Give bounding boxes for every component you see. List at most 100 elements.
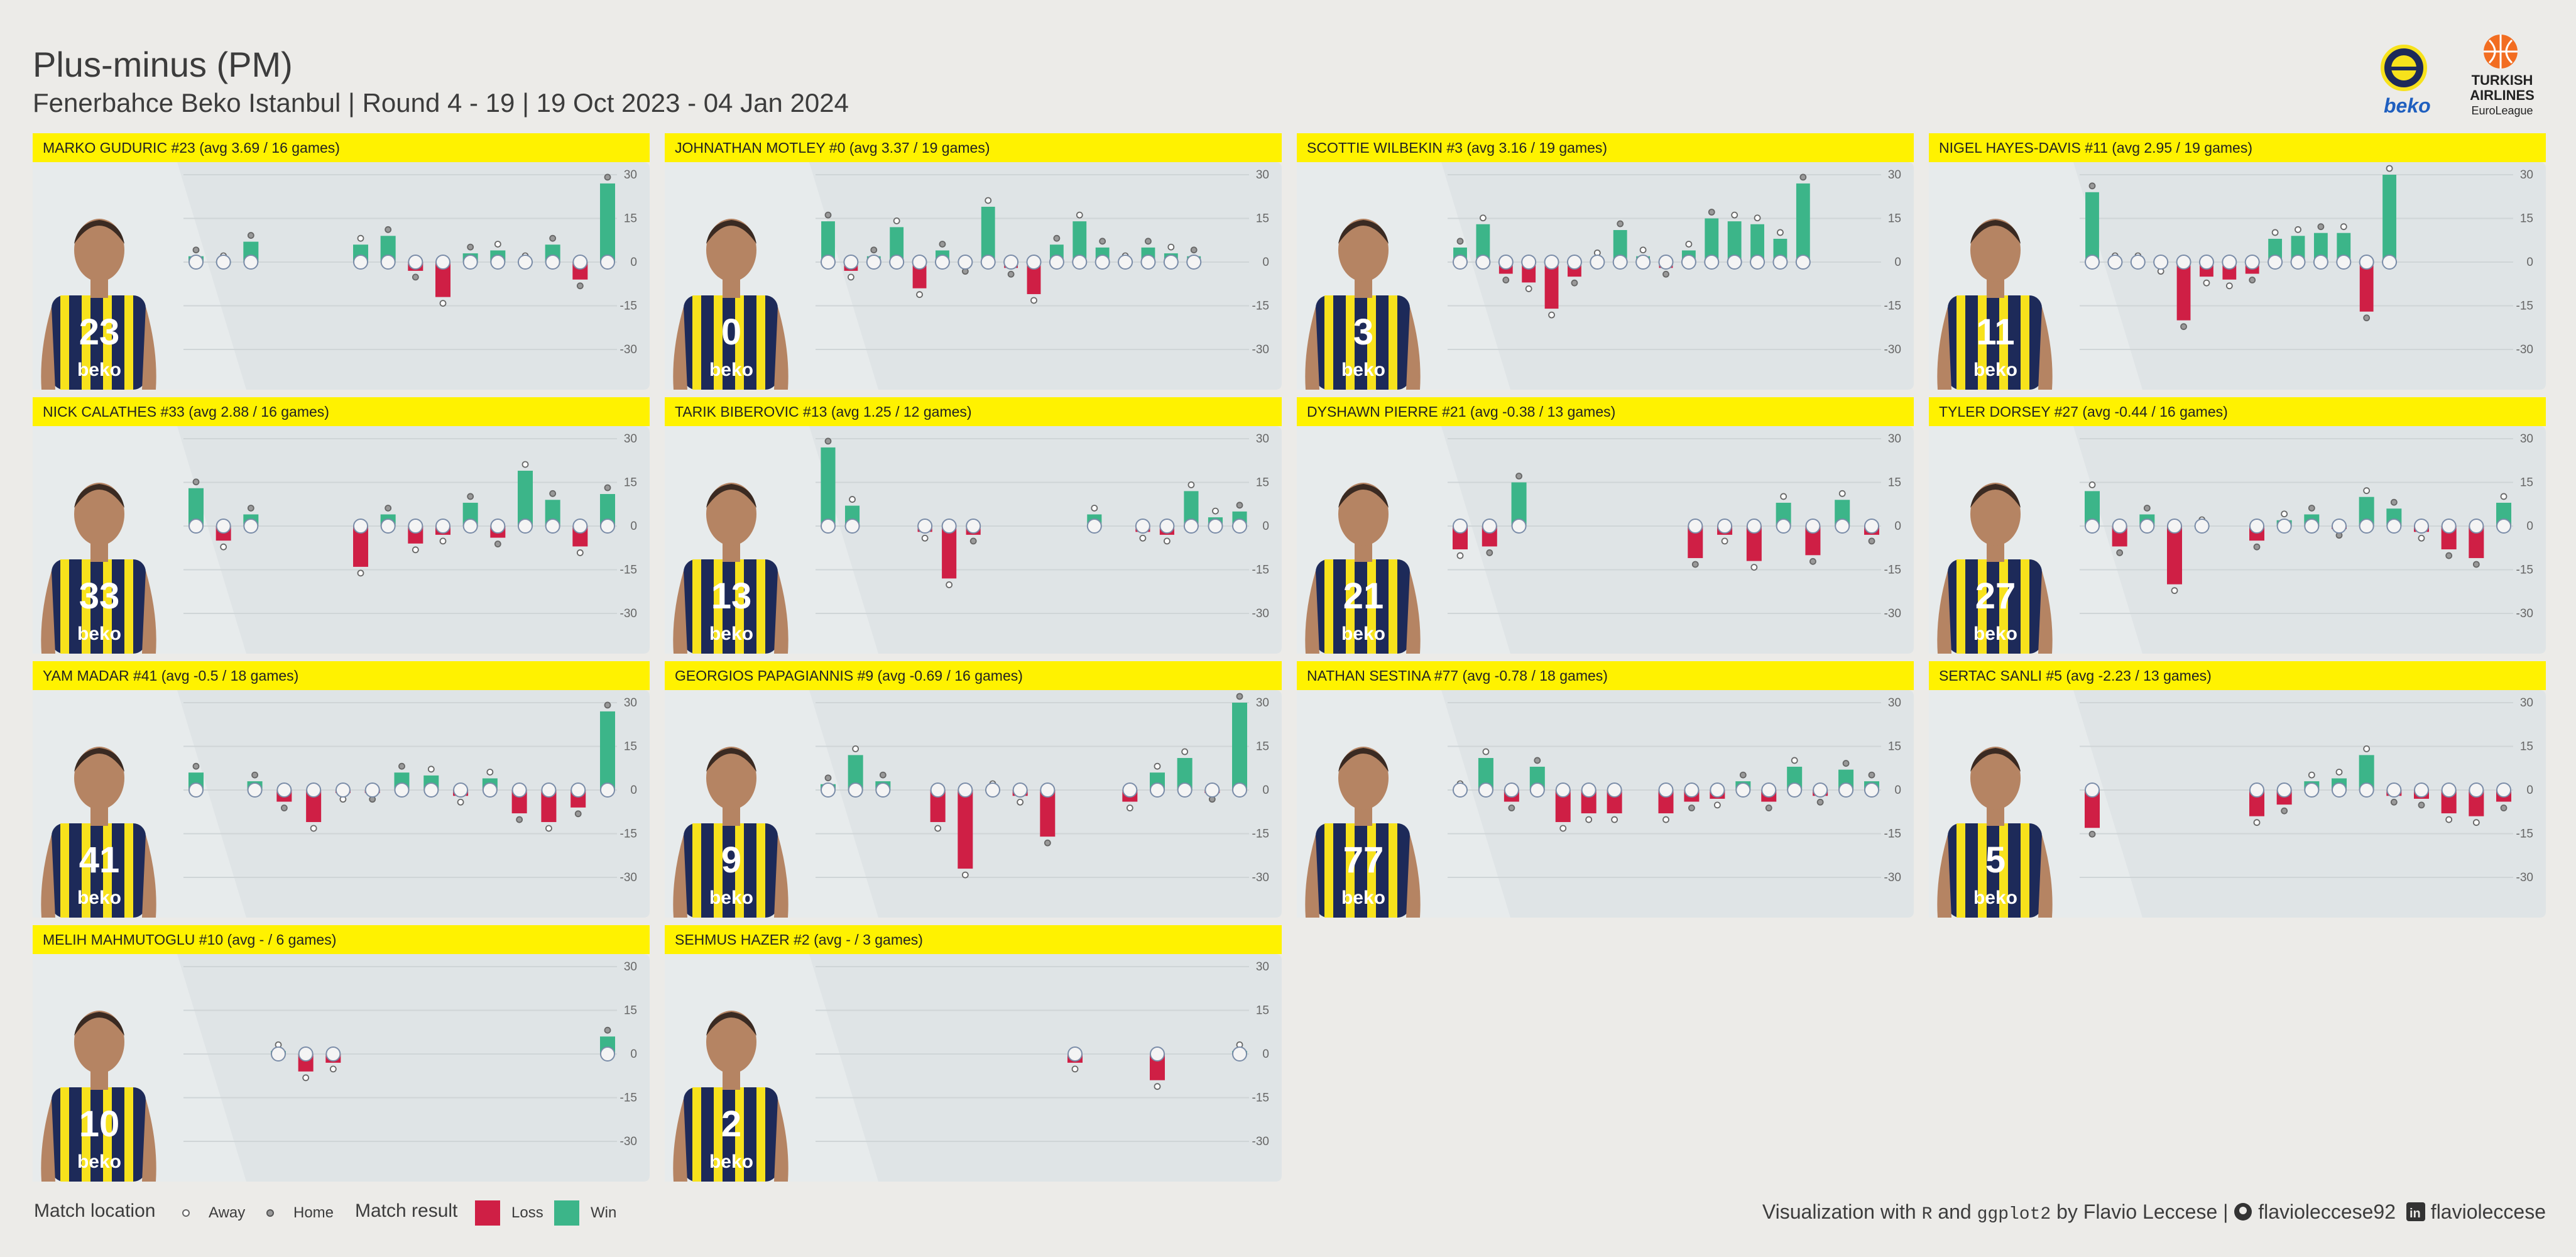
pm-bar	[821, 447, 836, 526]
y-tick-label: 30	[624, 432, 637, 446]
jersey-sponsor: beko	[77, 360, 121, 380]
location-dot	[604, 1026, 611, 1034]
jersey-sponsor: beko	[1973, 887, 2017, 908]
y-tick-label: -15	[1252, 300, 1269, 313]
opponent-logo-icon	[2382, 255, 2398, 270]
opponent-logo-icon	[600, 1046, 615, 1062]
jersey-number: 10	[79, 1104, 120, 1144]
opponent-logo-icon	[1864, 782, 1879, 798]
pm-bar	[821, 221, 835, 262]
y-tick-label: 15	[1256, 212, 1269, 226]
opponent-logo-icon	[917, 519, 933, 534]
opponent-logo-icon	[572, 255, 588, 270]
panel-label: YAM MADAR #41 (avg -0.5 / 18 games)	[43, 667, 299, 684]
linkedin-handle[interactable]: flavioleccese	[2430, 1200, 2546, 1223]
opponent-logo-icon	[1086, 519, 1102, 534]
y-tick-label: 15	[624, 212, 637, 226]
player-panel: NIGEL HAYES-DAVIS #11 (avg 2.95 / 19 gam…	[1929, 133, 2546, 390]
opponent-logo-icon	[1482, 519, 1497, 534]
panel-svg: 30 15 0 -15 -30 10 beko	[33, 954, 650, 1182]
y-tick-label: -30	[1252, 343, 1269, 356]
location-dot	[921, 534, 929, 542]
location-dot	[1868, 771, 1875, 779]
opponent-logo-icon	[541, 782, 557, 798]
opponent-logo-icon	[1727, 255, 1742, 270]
github-handle[interactable]: flavioleccese92	[2258, 1200, 2396, 1223]
legend-home-label: Home	[293, 1204, 334, 1221]
player-panel: MARKO GUDURIC #23 (avg 3.69 / 16 games) 3…	[33, 133, 650, 390]
opponent-logo-icon	[1003, 255, 1019, 270]
location-dot	[1662, 270, 1669, 278]
opponent-logo-icon	[394, 782, 410, 798]
location-dot	[1486, 549, 1493, 556]
panel-label: NIGEL HAYES-DAVIS #11 (avg 2.95 / 19 gam…	[1939, 140, 2252, 156]
y-tick-label: -30	[620, 871, 637, 884]
panel-svg: 30 15 0 -15 -30 23 beko	[33, 162, 650, 390]
location-dot	[824, 211, 832, 219]
location-dot	[1044, 839, 1051, 847]
location-dot	[1164, 537, 1171, 545]
opponent-logo-icon	[353, 255, 368, 270]
location-dot	[916, 291, 923, 299]
opponent-logo-icon	[821, 519, 836, 534]
player-photo: 33 beko	[41, 483, 156, 654]
y-tick-label: -30	[620, 1135, 637, 1148]
panel-label: MELIH MAHMUTOGLU #10 (avg - / 6 games)	[43, 931, 337, 948]
panel-strip: SEHMUS HAZER #2 (avg - / 3 games)	[665, 925, 1282, 954]
pm-bar	[1705, 218, 1719, 262]
panel-svg: 30 15 0 -15 -30 77 beko	[1297, 690, 1914, 918]
y-tick-label: 15	[2520, 212, 2533, 226]
club-logo	[2381, 45, 2427, 91]
location-dot	[2340, 223, 2347, 231]
pm-bar	[1232, 703, 1247, 790]
jersey-number: 3	[1353, 312, 1373, 353]
panel-strip: DYSHAWN PIERRE #21 (avg -0.38 / 13 games…	[1297, 397, 1914, 426]
location-dot	[1688, 804, 1695, 811]
location-dot	[824, 774, 832, 782]
opponent-logo-icon	[2359, 519, 2374, 534]
location-dot	[302, 1074, 310, 1082]
league-line-1: TURKISH	[2471, 72, 2533, 88]
location-dot	[1791, 757, 1798, 764]
opponent-logo-icon	[958, 782, 973, 798]
pm-bar	[2337, 233, 2351, 262]
location-dot	[939, 241, 946, 248]
panel-label: SEHMUS HAZER #2 (avg - / 3 games)	[675, 931, 923, 948]
location-dot	[192, 246, 200, 254]
location-dot	[398, 762, 405, 770]
y-tick-label: 15	[1888, 476, 1901, 490]
panel-plot: 30 15 0 -15 -30 41 beko	[33, 690, 650, 918]
opponent-logo-icon	[364, 782, 380, 798]
location-dot	[2203, 279, 2210, 287]
location-dot	[2308, 771, 2315, 779]
location-dot	[457, 798, 464, 806]
pm-bar	[600, 183, 615, 262]
opponent-logo-icon	[216, 519, 231, 534]
location-dot	[604, 701, 611, 709]
opponent-logo-icon	[423, 782, 439, 798]
panel-label: SCOTTIE WILBEKIN #3 (avg 3.16 / 19 games…	[1307, 140, 1608, 156]
location-dot	[1868, 537, 1875, 545]
opponent-logo-icon	[2332, 519, 2347, 534]
player-panel: NICK CALATHES #33 (avg 2.88 / 16 games) 3…	[33, 397, 650, 654]
location-dot	[1236, 693, 1243, 700]
opponent-logo-icon	[2085, 519, 2100, 534]
player-photo: 27 beko	[1937, 483, 2053, 654]
location-dot	[1611, 816, 1618, 823]
opponent-logo-icon	[1504, 782, 1519, 798]
y-tick-label: 0	[630, 1048, 637, 1061]
location-dot	[412, 546, 419, 554]
jersey-sponsor: beko	[709, 623, 753, 644]
location-dot	[2088, 481, 2096, 488]
league-line-3: EuroLeague	[2471, 104, 2533, 117]
location-dot	[329, 1065, 337, 1073]
away-marker-icon	[182, 1209, 190, 1217]
pm-bar	[1796, 183, 1810, 262]
opponent-logo-icon	[2414, 519, 2429, 534]
y-tick-label: -30	[2516, 343, 2533, 356]
player-photo: 5 beko	[1937, 747, 2053, 918]
opponent-logo-icon	[821, 255, 836, 270]
opponent-logo-icon	[2359, 782, 2374, 798]
opponent-logo-icon	[435, 519, 450, 534]
location-dot	[357, 569, 364, 577]
